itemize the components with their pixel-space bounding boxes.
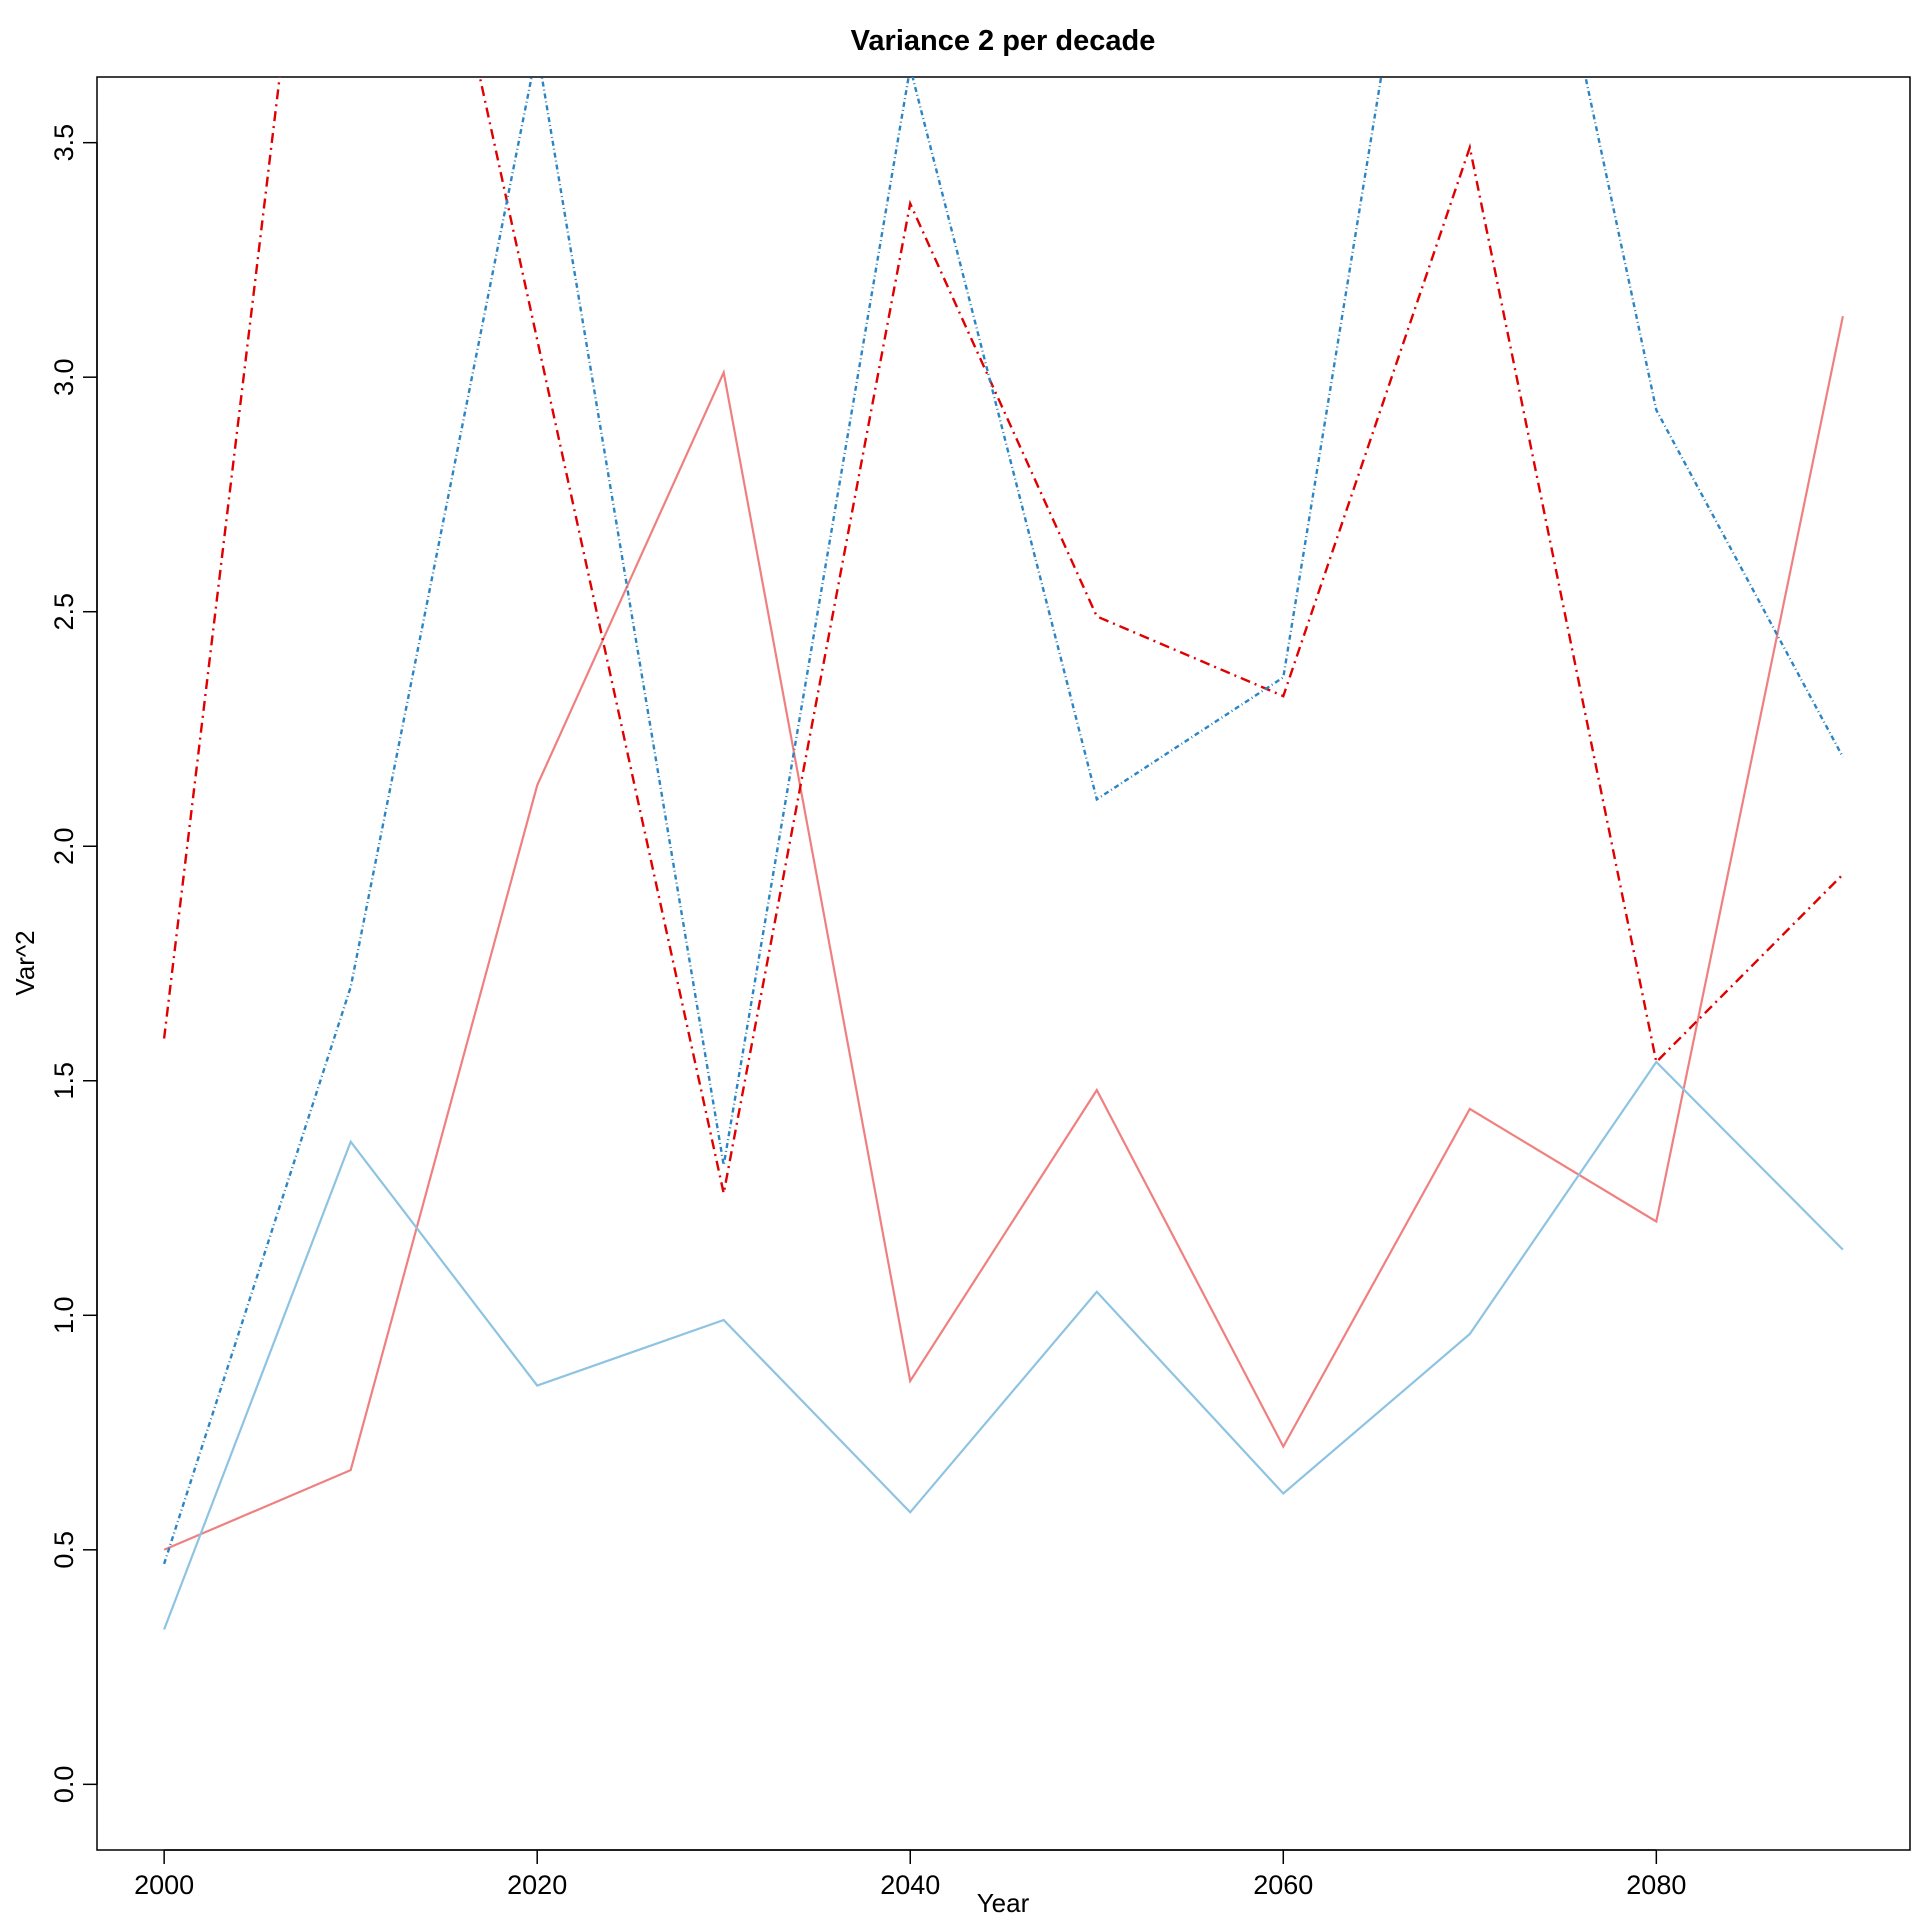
series-layer (162, 77, 1844, 1630)
series-line-1 (163, 315, 1844, 1551)
series-line-4 (162, 77, 1844, 1565)
y-tick-label: 0.0 (49, 1766, 79, 1804)
series-line-3 (162, 77, 1844, 1194)
chart-title: Variance 2 per decade (851, 25, 1156, 57)
y-axis: 0.0 0.5 1.0 1.5 2.0 2.5 3.0 3.5 (49, 124, 98, 1804)
y-tick-label: 2.0 (49, 827, 79, 865)
x-tick-label: 2080 (1626, 1870, 1686, 1900)
y-tick-label: 2.5 (49, 593, 79, 631)
y-tick-label: 3.5 (49, 124, 79, 162)
x-tick-label: 2060 (1253, 1870, 1313, 1900)
x-tick-label: 2040 (880, 1870, 940, 1900)
plot-frame (96, 76, 1911, 1851)
x-tick-label: 2000 (134, 1870, 194, 1900)
x-tick-label: 2020 (507, 1870, 567, 1900)
y-tick-label: 1.0 (49, 1297, 79, 1335)
y-axis-label: Var^2 (10, 930, 40, 995)
x-axis-label: Year (977, 1888, 1030, 1918)
y-tick-label: 3.0 (49, 358, 79, 396)
x-axis: 2000 2020 2040 2060 2080 (134, 1849, 1686, 1900)
y-tick-label: 0.5 (49, 1531, 79, 1569)
y-tick-label: 1.5 (49, 1062, 79, 1100)
series-line-2 (163, 1060, 1844, 1630)
